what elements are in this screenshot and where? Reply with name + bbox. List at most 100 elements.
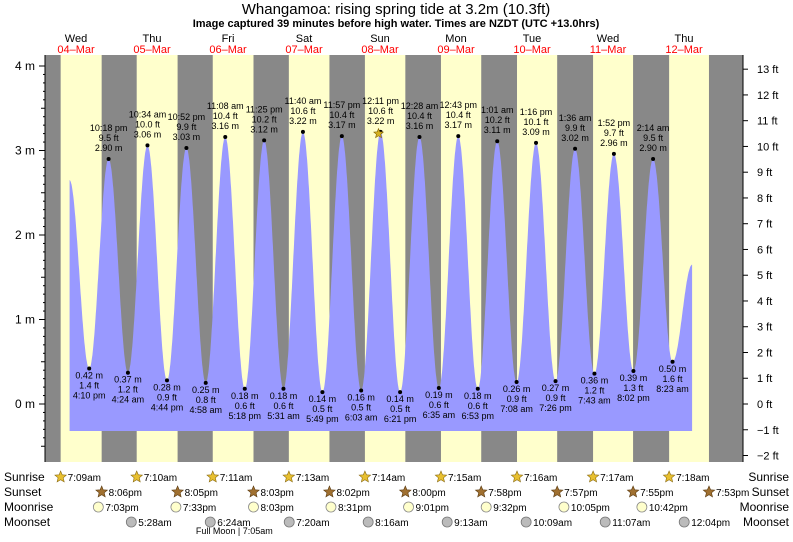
high-tide-time: 10:34 am [129, 109, 167, 119]
day-of-week-label: Tue [523, 33, 542, 45]
low-tide-feet: 0.5 ft [351, 402, 372, 412]
low-tide-feet: 0.9 ft [157, 392, 178, 402]
sunrise-icon [282, 470, 296, 483]
low-tide-point [475, 386, 480, 391]
sunset-icon [702, 485, 716, 498]
moonrise-time: 10:42pm [649, 503, 688, 514]
moonset-icon [678, 516, 690, 528]
sunrise-time: 7:13am [296, 473, 329, 484]
high-tide-point [417, 134, 422, 139]
moonset-time: 7:20am [296, 518, 329, 529]
right-axis-tick-label: 2 ft [757, 347, 772, 359]
sunrise-row-label-left: Sunrise [4, 470, 45, 484]
sunrise-icon [510, 470, 524, 483]
date-label: 08–Mar [361, 44, 399, 56]
high-tide-time: 10:18 pm [90, 123, 128, 133]
low-tide-feet: 0.6 ft [273, 401, 294, 411]
moonrise-row-label-right: Moonrise [740, 500, 790, 514]
high-tide-point [106, 156, 111, 161]
sunset-icon [474, 485, 488, 498]
sunrise-time: 7:11am [220, 473, 253, 484]
moonset-time: 8:16am [375, 518, 408, 529]
right-axis-tick-label: 8 ft [757, 193, 772, 205]
low-tide-feet: 0.5 ft [390, 404, 411, 414]
low-tide-meters: 0.27 m [542, 383, 570, 393]
sunset-icon [550, 485, 564, 498]
low-tide-meters: 0.16 m [347, 392, 375, 402]
day-of-week-label: Mon [445, 33, 466, 45]
low-tide-time: 6:03 am [345, 412, 378, 422]
low-tide-time: 4:10 pm [73, 391, 106, 401]
chart-subtitle: Image captured 39 minutes before high wa… [193, 18, 600, 30]
sunset-icon [247, 485, 260, 498]
high-tide-time: 11:57 pm [323, 100, 360, 110]
high-tide-meters: 3.02 m [561, 133, 589, 143]
tide-area [69, 131, 693, 431]
high-tide-point [223, 134, 228, 139]
high-tide-time: 1:52 pm [598, 118, 631, 128]
sunrise-icon [54, 470, 68, 483]
high-tide-point [300, 129, 305, 134]
moonrise-time: 9:01pm [416, 503, 449, 514]
high-tide-time: 2:14 am [637, 123, 670, 133]
current-level-marker [373, 127, 385, 139]
sunset-time: 7:58pm [488, 488, 521, 499]
low-tide-time: 5:18 pm [229, 411, 262, 421]
moonset-icon [125, 516, 137, 528]
low-tide-meters: 0.14 m [386, 394, 414, 404]
sunrise-icon [586, 470, 600, 483]
sunset-time: 7:55pm [640, 488, 673, 499]
date-label: 10–Mar [513, 44, 551, 56]
low-tide-point [87, 366, 92, 371]
low-tide-point [164, 378, 169, 383]
moonrise-icon [248, 501, 259, 513]
low-tide-time: 4:24 am [112, 395, 145, 405]
high-tide-meters: 3.12 m [250, 124, 278, 134]
low-tide-meters: 0.19 m [425, 390, 453, 400]
high-tide-meters: 3.16 m [211, 121, 239, 131]
low-tide-time: 5:31 am [267, 411, 300, 421]
day-of-week-label: Fri [222, 33, 235, 45]
low-tide-feet: 0.6 ft [235, 401, 256, 411]
high-tide-feet: 10.2 ft [252, 114, 278, 124]
low-tide-point [281, 386, 286, 391]
left-axis-tick-label: 0 m [15, 397, 35, 411]
low-tide-point [125, 370, 130, 375]
moonset-row-label-right: Moonset [743, 515, 790, 529]
left-axis-tick-label: 2 m [15, 228, 35, 242]
low-tide-time: 7:08 am [500, 404, 533, 414]
low-tide-point [203, 380, 208, 385]
left-axis-tick-label: 1 m [15, 313, 35, 327]
high-tide-feet: 10.1 ft [523, 117, 549, 127]
high-tide-time: 12:11 pm [362, 96, 399, 106]
moonset-icon [204, 516, 216, 528]
moonset-icon [599, 516, 611, 528]
right-axis-tick-label: −1 ft [757, 425, 779, 437]
high-tide-feet: 10.6 ft [290, 106, 316, 116]
moonset-icon [441, 516, 453, 528]
high-tide-point [651, 156, 656, 161]
high-tide-time: 11:08 am [207, 101, 244, 111]
sunrise-icon [130, 470, 144, 483]
sunset-icon [626, 485, 640, 498]
high-tide-point [573, 146, 578, 151]
sunrise-icon [206, 470, 220, 483]
low-tide-meters: 0.36 m [581, 376, 609, 386]
date-label: 09–Mar [437, 44, 475, 56]
right-axis-tick-label: 1 ft [757, 373, 772, 385]
sunrise-time: 7:18am [676, 473, 709, 484]
sunset-icon [398, 485, 412, 498]
high-tide-feet: 9.7 ft [604, 128, 625, 138]
high-tide-feet: 10.4 ft [407, 111, 433, 121]
high-tide-meters: 3.03 m [173, 132, 201, 142]
high-tide-meters: 2.90 m [95, 143, 123, 153]
moonrise-icon [170, 501, 182, 513]
high-tide-feet: 9.5 ft [643, 133, 664, 143]
low-tide-feet: 0.9 ft [507, 394, 528, 404]
sunrise-time: 7:14am [372, 473, 405, 484]
sunrise-time: 7:17am [600, 473, 633, 484]
high-tide-meters: 2.90 m [639, 143, 667, 153]
right-axis-tick-label: 3 ft [757, 322, 772, 334]
high-tide-feet: 10.2 ft [485, 115, 511, 125]
sunset-time: 8:06pm [109, 488, 142, 499]
